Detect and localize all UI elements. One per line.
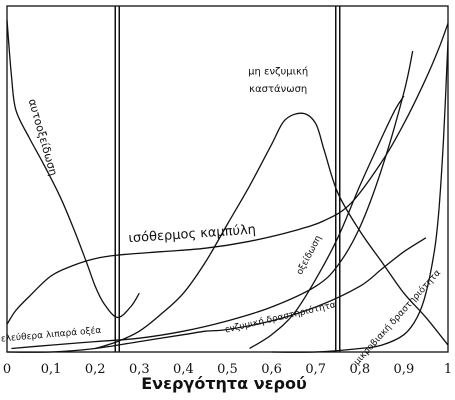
plot-frame (6, 5, 449, 353)
x-tick-labels: 0 0,1 0,2 0,3 0,4 0,5 0,6 0,7 0,8 0,9 1 (3, 362, 452, 377)
curve-label-ελευθερα-λιπαρα-οξεα: ελεύθερα λιπαρά οξέα (0, 325, 101, 345)
x-tick-label: 1 (444, 362, 452, 377)
curve-label-αυτοοξειδωση: αυτοοξείδωση (26, 97, 60, 177)
curve-μη-ενζυμικη-καστανωση (95, 112, 449, 350)
x-tick-label: 0,3 (129, 362, 150, 377)
curve-οξειδωση (249, 95, 405, 350)
x-tick-label: 0,4 (173, 362, 194, 377)
curve-label-οξειδωση: οξείδωση (295, 234, 324, 277)
curve-ελευθερα-λιπαρα-οξεα (11, 50, 414, 350)
curves-group (6, 19, 449, 353)
curve-αυτοοξειδωση (6, 19, 140, 319)
x-axis-label: Ενεργότητα νερού (141, 374, 307, 393)
curve-label-μη-ενζυμικη: μη ενζυμική (248, 66, 308, 78)
x-tick-label: 0 (3, 362, 11, 377)
x-tick-label: 0,1 (41, 362, 62, 377)
x-tick-label: 0,2 (85, 362, 106, 377)
x-tick-label: 0,8 (349, 362, 370, 377)
reference-lines (114, 6, 341, 352)
x-tick-label: 0,5 (217, 362, 238, 377)
curve-label-καστανωση: καστάνωση (249, 83, 307, 95)
x-tick-label: 0,9 (394, 362, 415, 377)
curve-ισοθερμος-καμπυλη (6, 23, 449, 325)
curve-ενζυμικη-δραστηριοτητα (6, 237, 427, 353)
curve-μικροβιακη-δραστηριοτητα (271, 40, 449, 353)
curve-label-ισοθερμος-καμπυλη: ισόθερμος καμπύλη (128, 222, 256, 246)
x-tick-label: 0,7 (305, 362, 326, 377)
x-tick-label: 0,6 (261, 362, 282, 377)
